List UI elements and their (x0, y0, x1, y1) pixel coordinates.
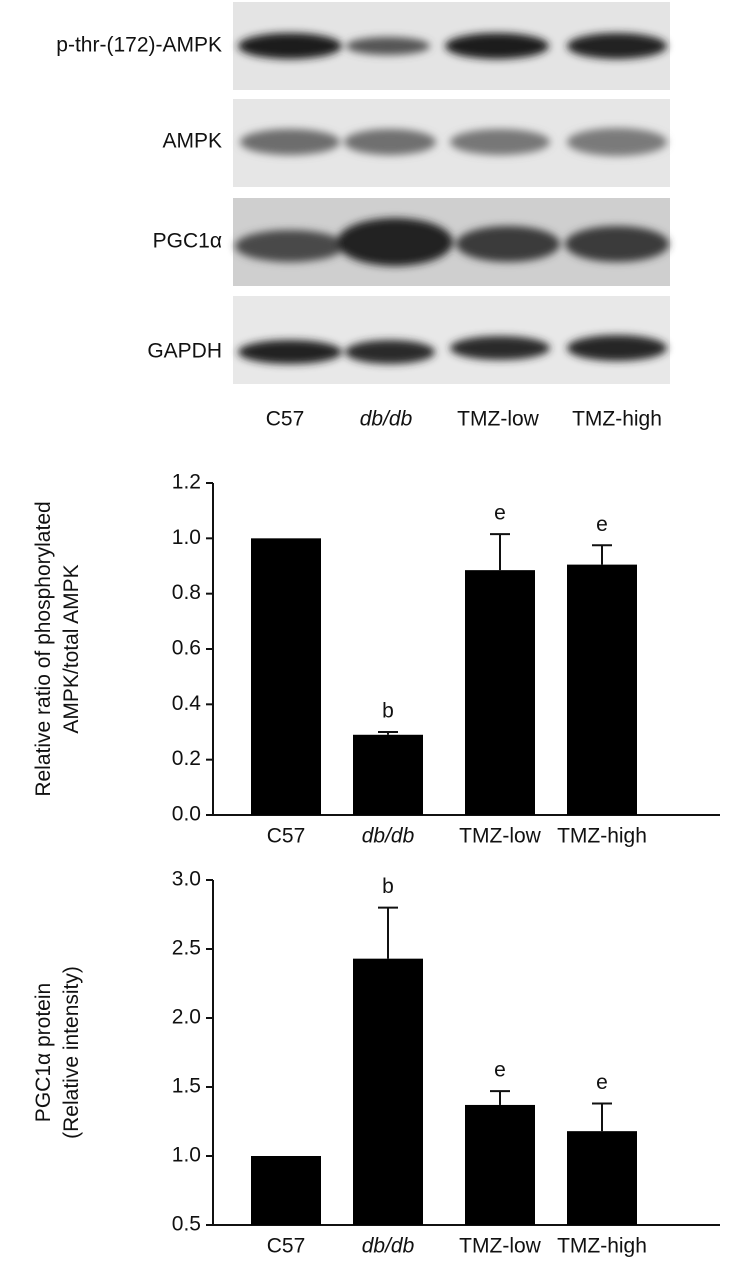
blot-lane-label: C57 (266, 408, 305, 431)
bar-label: b (382, 875, 394, 898)
y-tick-label: 0.0 (172, 803, 201, 826)
x-tick-label: db/db (362, 1235, 415, 1258)
y-tick-label: 2.0 (172, 1006, 201, 1029)
blot-row-label: PGC1α (153, 230, 222, 253)
y-tick-label: 1.0 (172, 526, 201, 549)
y-tick-label: 0.8 (172, 581, 201, 604)
y-tick-label: 0.4 (172, 692, 202, 715)
bar-label: e (494, 502, 506, 525)
y-tick-label: 1.5 (172, 1075, 201, 1098)
bar-label: b (382, 700, 394, 723)
x-tick-label: TMZ-high (557, 825, 647, 848)
blot-row-label: GAPDH (147, 340, 222, 363)
y-axis-label-line: (Relative intensity) (60, 966, 83, 1139)
y-tick-label: 1.2 (172, 471, 201, 494)
y-tick-label: 0.5 (172, 1213, 201, 1236)
y-axis-label-line: AMPK/total AMPK (60, 564, 83, 733)
bar (465, 570, 535, 815)
blot-row-label: p-thr-(172)-AMPK (56, 34, 222, 57)
bar (251, 1156, 321, 1225)
y-tick-label: 1.0 (172, 1144, 201, 1167)
x-tick-label: TMZ-low (459, 1235, 541, 1258)
bands (235, 33, 669, 364)
y-tick-label: 3.0 (172, 868, 201, 891)
y-axis-label: PGC1α protein (Relative intensity) (32, 966, 83, 1139)
y-axis-label-line: PGC1α protein (32, 983, 55, 1122)
y-tick-label: 2.5 (172, 937, 201, 960)
bar-label: e (596, 1071, 608, 1094)
blot-lane-label: TMZ-high (572, 408, 662, 431)
bar-label: e (494, 1059, 506, 1082)
blot-panels (233, 2, 670, 384)
y-axis-label: Relative ratio of phosphorylated AMPK/tot… (32, 501, 83, 796)
x-tick-label: C57 (267, 1235, 306, 1258)
bar-label: e (596, 513, 608, 536)
blot-lane-label: TMZ-low (457, 408, 539, 431)
bar (567, 564, 637, 815)
x-tick-label: C57 (267, 825, 306, 848)
bar (251, 538, 321, 815)
x-tick-label: TMZ-high (557, 1235, 647, 1258)
x-tick-label: TMZ-low (459, 825, 541, 848)
y-axis-label-line: Relative ratio of phosphorylated (32, 501, 55, 796)
blot-lane-label: db/db (360, 408, 413, 431)
bar (353, 734, 423, 815)
y-tick-label: 0.6 (172, 637, 201, 660)
y-tick-label: 0.2 (172, 747, 201, 770)
bar (465, 1104, 535, 1225)
bar (567, 1131, 637, 1225)
blot-row-label: AMPK (162, 130, 222, 153)
x-tick-label: db/db (362, 825, 415, 848)
bar (353, 958, 423, 1225)
